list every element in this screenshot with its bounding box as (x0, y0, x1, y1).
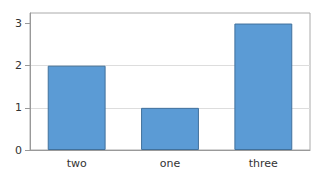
svg-text:0: 0 (15, 144, 22, 157)
svg-text:one: one (160, 157, 181, 170)
svg-text:2: 2 (15, 59, 22, 72)
svg-text:two: two (67, 157, 87, 170)
svg-text:three: three (249, 157, 278, 170)
svg-text:3: 3 (15, 17, 22, 30)
svg-text:1: 1 (15, 101, 22, 114)
